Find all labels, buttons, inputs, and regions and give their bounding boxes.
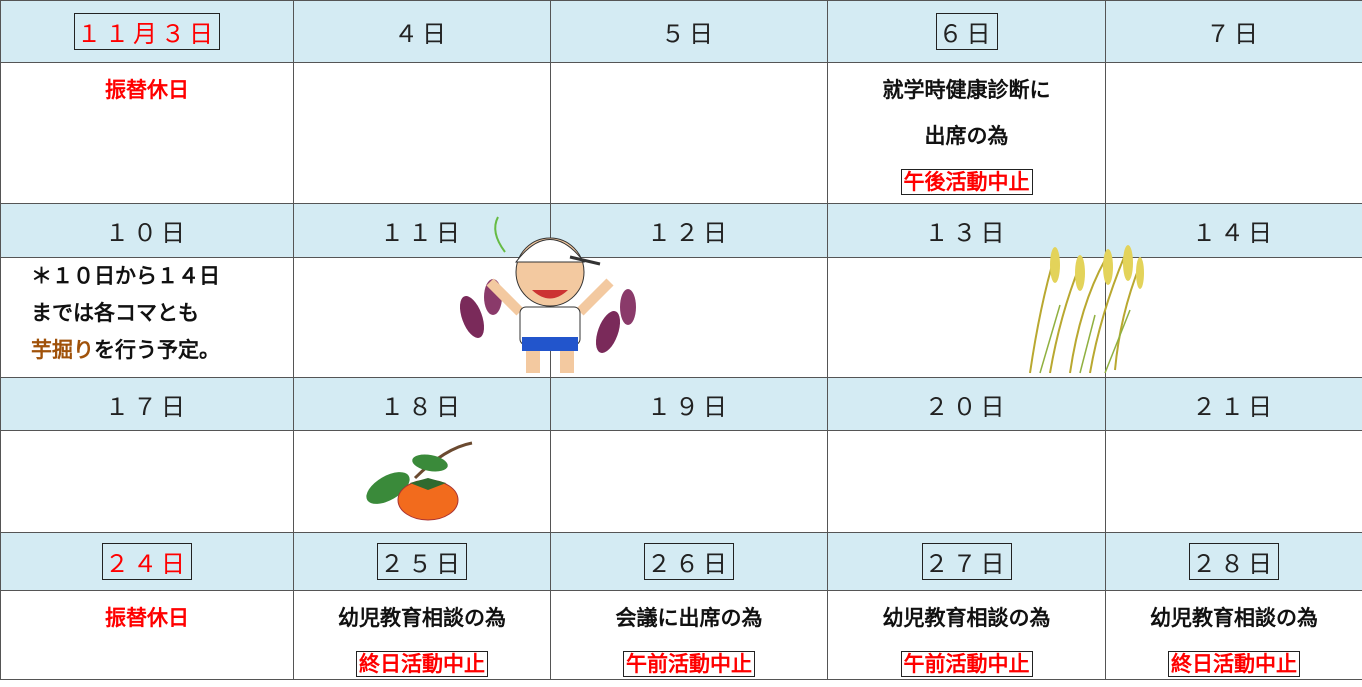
note-line: 幼児教育相談の為 xyxy=(1106,595,1362,641)
date-label: １９日 xyxy=(647,392,731,421)
date-label: ２４日 xyxy=(102,543,192,580)
note-text: 就学時健康診断に xyxy=(882,78,1051,102)
date-header: ２５日 xyxy=(293,532,551,591)
day-notes xyxy=(550,62,828,204)
date-header: ６日 xyxy=(827,0,1106,63)
note-line: 振替休日 xyxy=(1,67,293,113)
note-text: 午前活動中止 xyxy=(900,651,1033,677)
note-text: 出席の為 xyxy=(924,124,1009,148)
day-notes xyxy=(827,430,1106,533)
day-notes: 幼児教育相談の為 終日活動中止 xyxy=(1105,590,1362,680)
note-line: 午前活動中止 xyxy=(828,641,1105,687)
day-notes xyxy=(0,430,294,533)
day-notes: 就学時健康診断に 出席の為午後活動中止 xyxy=(827,62,1106,204)
day-notes: ＊１０日から１４日 までは各コマとも 芋掘りを行う予定。 xyxy=(0,257,294,378)
persimmon-illustration xyxy=(366,441,473,521)
note-text: 幼児教育相談の為 xyxy=(338,606,506,630)
note-text: 振替休日 xyxy=(105,78,189,102)
date-header: １８日 xyxy=(293,377,551,431)
date-label: １０日 xyxy=(105,219,189,247)
date-label: １８日 xyxy=(380,392,464,421)
note-text: 会議に出席の為 xyxy=(615,606,763,630)
day-notes: 幼児教育相談の為 午前活動中止 xyxy=(827,590,1106,680)
note-text: 振替休日 xyxy=(105,606,189,630)
date-header: ２８日 xyxy=(1105,532,1362,591)
date-header: ２７日 xyxy=(827,532,1106,591)
day-notes xyxy=(1105,430,1362,533)
note-text: 終日活動中止 xyxy=(1168,651,1300,677)
date-header: １１月３日 xyxy=(0,0,294,63)
note-text: 午前活動中止 xyxy=(623,651,755,677)
day-notes: 振替休日 xyxy=(0,62,294,204)
day-notes xyxy=(1105,62,1362,204)
date-label: ２６日 xyxy=(644,543,734,580)
date-label: ４日 xyxy=(394,20,450,48)
date-label: ７日 xyxy=(1206,20,1262,48)
date-header: １３日 xyxy=(827,203,1106,258)
note-line: 会議に出席の為 xyxy=(551,595,827,641)
note-line: 午後活動中止 xyxy=(828,159,1105,205)
grass-illustration xyxy=(1029,245,1144,374)
date-header: ２１日 xyxy=(1105,377,1362,431)
date-label: ５日 xyxy=(661,20,717,48)
note-line: 出席の為 xyxy=(828,113,1105,159)
note-line: 幼児教育相談の為 xyxy=(294,595,550,641)
date-label: １４日 xyxy=(1192,219,1276,247)
day-notes xyxy=(1105,257,1362,378)
day-notes xyxy=(827,257,1106,378)
note-line: 就学時健康診断に xyxy=(828,67,1105,113)
date-header: １１日 xyxy=(293,203,551,258)
note-line: 午前活動中止 xyxy=(551,641,827,687)
note-line: 終日活動中止 xyxy=(1106,641,1362,687)
date-label: ６日 xyxy=(935,13,998,50)
note-text: 終日活動中止 xyxy=(356,651,488,677)
note-text: を行う予定。 xyxy=(94,338,220,362)
date-label: ２５日 xyxy=(377,543,467,580)
note-line: 芋掘りを行う予定。 xyxy=(31,332,293,369)
note-text: までは各コマとも xyxy=(31,301,199,325)
date-label: １２日 xyxy=(647,219,731,247)
note-line: 幼児教育相談の為 xyxy=(828,595,1105,641)
date-label: １１月３日 xyxy=(74,13,220,50)
date-header: ７日 xyxy=(1105,0,1362,63)
note-line: 振替休日 xyxy=(1,595,293,641)
date-label: ２８日 xyxy=(1189,543,1279,580)
date-header: ２４日 xyxy=(0,532,294,591)
date-header: １０日 xyxy=(0,203,294,258)
date-header: ２６日 xyxy=(550,532,828,591)
day-notes: 幼児教育相談の為 終日活動中止 xyxy=(293,590,551,680)
date-label: ２０日 xyxy=(924,392,1009,421)
day-notes xyxy=(550,430,828,533)
note-line: 終日活動中止 xyxy=(294,641,550,687)
note-text: 芋掘り xyxy=(31,338,94,362)
note-text: 幼児教育相談の為 xyxy=(1150,606,1318,630)
date-label: １７日 xyxy=(105,392,189,421)
date-label: １１日 xyxy=(380,219,464,247)
date-header: １４日 xyxy=(1105,203,1362,258)
date-label: ２１日 xyxy=(1192,392,1276,421)
date-header: ５日 xyxy=(550,0,828,63)
boy-illustration xyxy=(459,216,636,373)
note-text: 午後活動中止 xyxy=(900,169,1033,195)
note-line: までは各コマとも xyxy=(31,295,293,332)
date-header: １７日 xyxy=(0,377,294,431)
date-header: ２０日 xyxy=(827,377,1106,431)
note-text: 幼児教育相談の為 xyxy=(882,606,1051,630)
day-notes: 振替休日 xyxy=(0,590,294,680)
note-line: ＊１０日から１４日 xyxy=(31,258,293,295)
date-label: ２７日 xyxy=(921,543,1012,580)
date-header: １２日 xyxy=(550,203,828,258)
day-notes xyxy=(293,62,551,204)
note-text: ＊１０日から１４日 xyxy=(31,264,220,288)
date-label: １３日 xyxy=(924,219,1009,247)
date-header: ４日 xyxy=(293,0,551,63)
date-header: １９日 xyxy=(550,377,828,431)
day-notes: 会議に出席の為 午前活動中止 xyxy=(550,590,828,680)
